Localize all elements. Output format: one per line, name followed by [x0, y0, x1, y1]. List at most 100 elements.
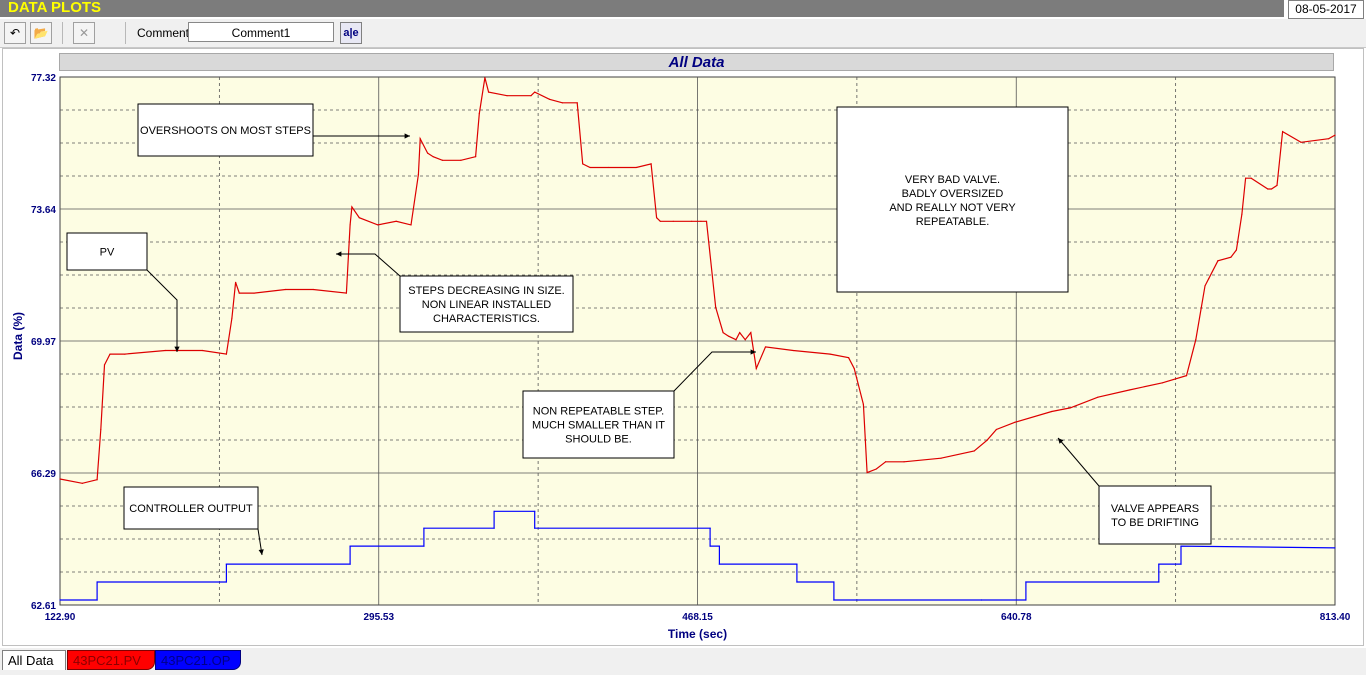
data-point	[1185, 375, 1188, 377]
data-point	[164, 349, 167, 352]
annotation-box	[137, 103, 314, 157]
data-point	[349, 224, 351, 226]
arrowhead	[174, 346, 180, 352]
data-point	[848, 357, 850, 359]
data-point	[59, 478, 61, 480]
tab-43pc21-op[interactable]: 43PC21.OP	[155, 650, 241, 670]
data-point	[1097, 396, 1099, 398]
data-point	[718, 563, 720, 565]
data-point	[705, 220, 708, 222]
arrowhead	[404, 133, 410, 139]
data-point	[1245, 177, 1247, 179]
arrowhead	[1058, 438, 1064, 444]
data-point	[417, 174, 420, 176]
arrowhead	[258, 549, 264, 555]
data-point	[1180, 545, 1182, 547]
annotation-text: REPEATABLE.	[916, 216, 990, 228]
data-point	[358, 217, 360, 219]
data-point	[1180, 563, 1182, 565]
data-point	[796, 581, 798, 583]
data-point	[427, 152, 429, 154]
x-tick-label: 122.90	[45, 612, 76, 623]
delete-icon[interactable]: ✕	[73, 22, 95, 44]
data-point	[735, 339, 737, 341]
data-point	[100, 428, 102, 431]
data-point	[862, 403, 865, 405]
data-point	[715, 306, 717, 309]
data-point	[1158, 581, 1160, 583]
arrowhead	[336, 251, 342, 257]
annotation-text: TO BE DRIFTING	[1111, 517, 1199, 529]
data-point	[755, 367, 757, 370]
data-point	[884, 461, 887, 463]
data-point	[986, 439, 988, 441]
data-point	[1128, 389, 1130, 391]
data-point	[589, 166, 591, 169]
data-point	[650, 163, 652, 165]
data-point	[739, 331, 741, 334]
tab-43pc21-pv[interactable]: 43PC21.PV	[67, 650, 155, 670]
data-point	[764, 346, 767, 348]
data-point	[530, 95, 532, 97]
data-point	[973, 450, 975, 452]
data-point	[576, 102, 578, 104]
toolbar: ↶ 📂 ✕ Comment Comment1 a|e	[0, 19, 1366, 48]
data-point	[59, 599, 61, 601]
annotation-arrow	[1057, 437, 1100, 487]
annotation-text: CONTROLLER OUTPUT	[129, 503, 253, 515]
data-point	[700, 220, 702, 222]
data-point	[796, 563, 798, 565]
data-point	[377, 224, 379, 226]
annotation-text: OVERSHOOTS ON MOST STEPS	[140, 125, 311, 137]
y-tick-label: 66.29	[31, 469, 56, 480]
data-point	[1204, 285, 1206, 287]
data-point	[235, 281, 237, 283]
data-point	[744, 339, 746, 341]
data-point	[995, 428, 997, 431]
data-point	[635, 166, 637, 169]
data-point	[903, 461, 905, 463]
data-point	[829, 353, 831, 355]
open-folder-icon[interactable]: 📂	[30, 22, 52, 44]
data-point	[201, 349, 203, 352]
data-point	[432, 156, 434, 158]
comment-input[interactable]: Comment1	[188, 22, 334, 42]
data-point	[493, 510, 495, 512]
data-point	[1208, 278, 1210, 280]
tab-all-data[interactable]: All Data	[2, 650, 66, 670]
data-point	[866, 471, 868, 474]
annotation-box	[123, 486, 259, 530]
data-point	[1281, 130, 1284, 133]
data-point	[460, 159, 462, 161]
data-point	[534, 91, 536, 93]
data-point	[349, 563, 351, 565]
y-tick-label: 73.64	[31, 205, 56, 216]
data-point	[423, 527, 425, 529]
data-point	[1241, 213, 1243, 215]
data-point	[506, 95, 508, 97]
undo-icon[interactable]: ↶	[4, 22, 26, 44]
data-point	[1161, 382, 1164, 384]
data-point	[1328, 138, 1330, 140]
data-point	[940, 457, 942, 459]
annotation-text: SHOULD BE.	[565, 434, 632, 446]
data-point	[410, 224, 412, 226]
data-point	[349, 545, 351, 547]
data-point	[81, 482, 83, 484]
data-point	[1025, 581, 1027, 583]
annotate-text-button[interactable]: a|e	[340, 22, 362, 44]
data-point	[792, 349, 794, 352]
annotation-arrow	[336, 253, 401, 277]
data-point	[124, 353, 126, 355]
annotation-text: VALVE APPEARS	[1111, 503, 1199, 515]
comment-label: Comment	[137, 26, 190, 40]
data-point	[484, 77, 486, 79]
annotation-box	[522, 390, 675, 459]
x-tick-label: 468.15	[682, 612, 713, 623]
x-axis-label: Time (sec)	[668, 627, 727, 641]
annotation-box	[399, 275, 574, 333]
title-bar: DATA PLOTS	[0, 0, 1284, 17]
data-point	[582, 163, 584, 165]
data-point	[1158, 563, 1160, 565]
annotation-text: MUCH SMALLER THAN IT	[532, 420, 665, 432]
